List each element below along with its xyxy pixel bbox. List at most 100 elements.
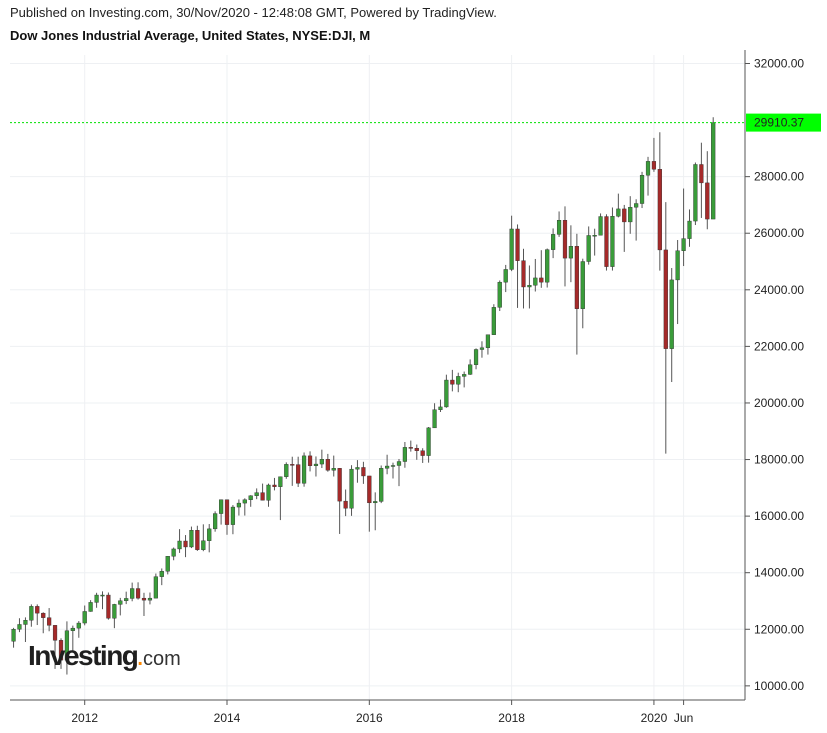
candle-body-up xyxy=(242,499,247,504)
candle-body-down xyxy=(337,468,342,502)
candle xyxy=(141,592,147,616)
y-tick-label: 18000.00 xyxy=(754,453,804,467)
candle xyxy=(236,499,241,516)
candle xyxy=(580,258,585,329)
y-tick-label: 16000.00 xyxy=(754,509,804,523)
candle xyxy=(88,600,93,612)
candle xyxy=(124,591,129,605)
y-axis-ticks[interactable]: 32000.00 28000.00 26000.00 24000.00 22000.00… xyxy=(745,56,804,693)
candle xyxy=(70,625,75,652)
candle xyxy=(207,524,212,553)
candle xyxy=(379,465,384,504)
candle-body-up xyxy=(675,250,680,281)
candle xyxy=(651,137,657,172)
candle-body-up xyxy=(438,406,443,410)
candle xyxy=(319,449,324,469)
candle xyxy=(367,475,372,532)
candle xyxy=(106,592,111,620)
candle-body-up xyxy=(693,164,698,222)
candle-body-up xyxy=(165,556,170,572)
candle xyxy=(414,444,419,460)
axes xyxy=(10,50,746,701)
candle xyxy=(533,258,538,292)
x-tick-label: 2018 xyxy=(498,711,525,725)
candle xyxy=(11,627,16,648)
last-price-label-bg xyxy=(746,113,821,132)
candle-body-up xyxy=(681,238,686,251)
candle xyxy=(41,612,46,634)
candle-body-up xyxy=(503,269,508,283)
candle xyxy=(159,568,164,586)
candle xyxy=(402,442,407,468)
candle xyxy=(562,206,568,287)
candle xyxy=(301,452,307,487)
candle xyxy=(373,492,378,531)
candle-body-up xyxy=(568,246,573,259)
candle-body-down xyxy=(41,612,46,618)
candle xyxy=(574,233,579,355)
candle-body-up xyxy=(254,492,259,496)
last-price-label-group: 29910.37 xyxy=(746,113,821,132)
candle xyxy=(355,460,360,483)
candle-body-up xyxy=(385,465,390,469)
candle-body-up xyxy=(112,604,117,619)
candle-body-up xyxy=(88,602,93,612)
candle-body-down xyxy=(260,492,265,501)
candle-body-down xyxy=(52,625,58,641)
candle-body-up xyxy=(479,347,485,350)
candle-body-up xyxy=(70,627,75,631)
candle-body-up xyxy=(527,285,532,288)
candle xyxy=(491,304,496,335)
candle-body-up xyxy=(586,235,591,262)
candle xyxy=(681,188,686,267)
candle-body-up xyxy=(355,467,360,470)
candle-body-up xyxy=(130,588,135,599)
candle xyxy=(693,162,698,226)
x-axis-ticks[interactable]: 2012 2014 2016 2018 2020 Jun xyxy=(71,700,693,725)
candle xyxy=(195,525,200,551)
candle xyxy=(568,225,573,283)
candle xyxy=(325,453,330,472)
candle-body-up xyxy=(456,376,461,385)
candle xyxy=(23,617,28,643)
candle-body-down xyxy=(515,228,520,261)
candle-body-up xyxy=(100,594,105,597)
candle-body-down xyxy=(106,594,111,619)
candle-body-down xyxy=(47,617,52,626)
candle-body-up xyxy=(468,364,473,375)
candle xyxy=(521,248,526,309)
candle-body-up xyxy=(118,600,123,605)
x-tick-label: 2012 xyxy=(71,711,98,725)
candle-body-down xyxy=(135,588,141,599)
candle-body-up xyxy=(171,548,176,557)
candle-body-down xyxy=(562,220,568,259)
investing-logo: Investing.com xyxy=(28,640,181,672)
candle-body-up xyxy=(301,455,307,484)
candle-body-up xyxy=(551,234,556,250)
candle xyxy=(556,211,562,237)
candle xyxy=(503,264,508,293)
candle xyxy=(444,374,449,408)
candle xyxy=(645,156,651,196)
candle xyxy=(337,468,342,534)
candle xyxy=(598,213,603,236)
candle-body-up xyxy=(509,228,514,270)
candle-body-down xyxy=(35,606,40,614)
candle xyxy=(699,142,704,218)
candle xyxy=(52,625,58,669)
candle xyxy=(515,224,520,308)
candle-body-up xyxy=(219,499,224,514)
candle-body-down xyxy=(183,540,188,548)
candle-body-down xyxy=(224,499,230,525)
candle-body-up xyxy=(473,349,479,365)
candle xyxy=(610,207,615,271)
candle xyxy=(290,456,295,486)
grid xyxy=(10,55,745,700)
candle-body-down xyxy=(414,448,419,451)
candle xyxy=(426,427,431,463)
candle xyxy=(284,462,289,479)
candle xyxy=(420,448,425,463)
candle xyxy=(545,248,550,288)
candle xyxy=(17,618,22,633)
